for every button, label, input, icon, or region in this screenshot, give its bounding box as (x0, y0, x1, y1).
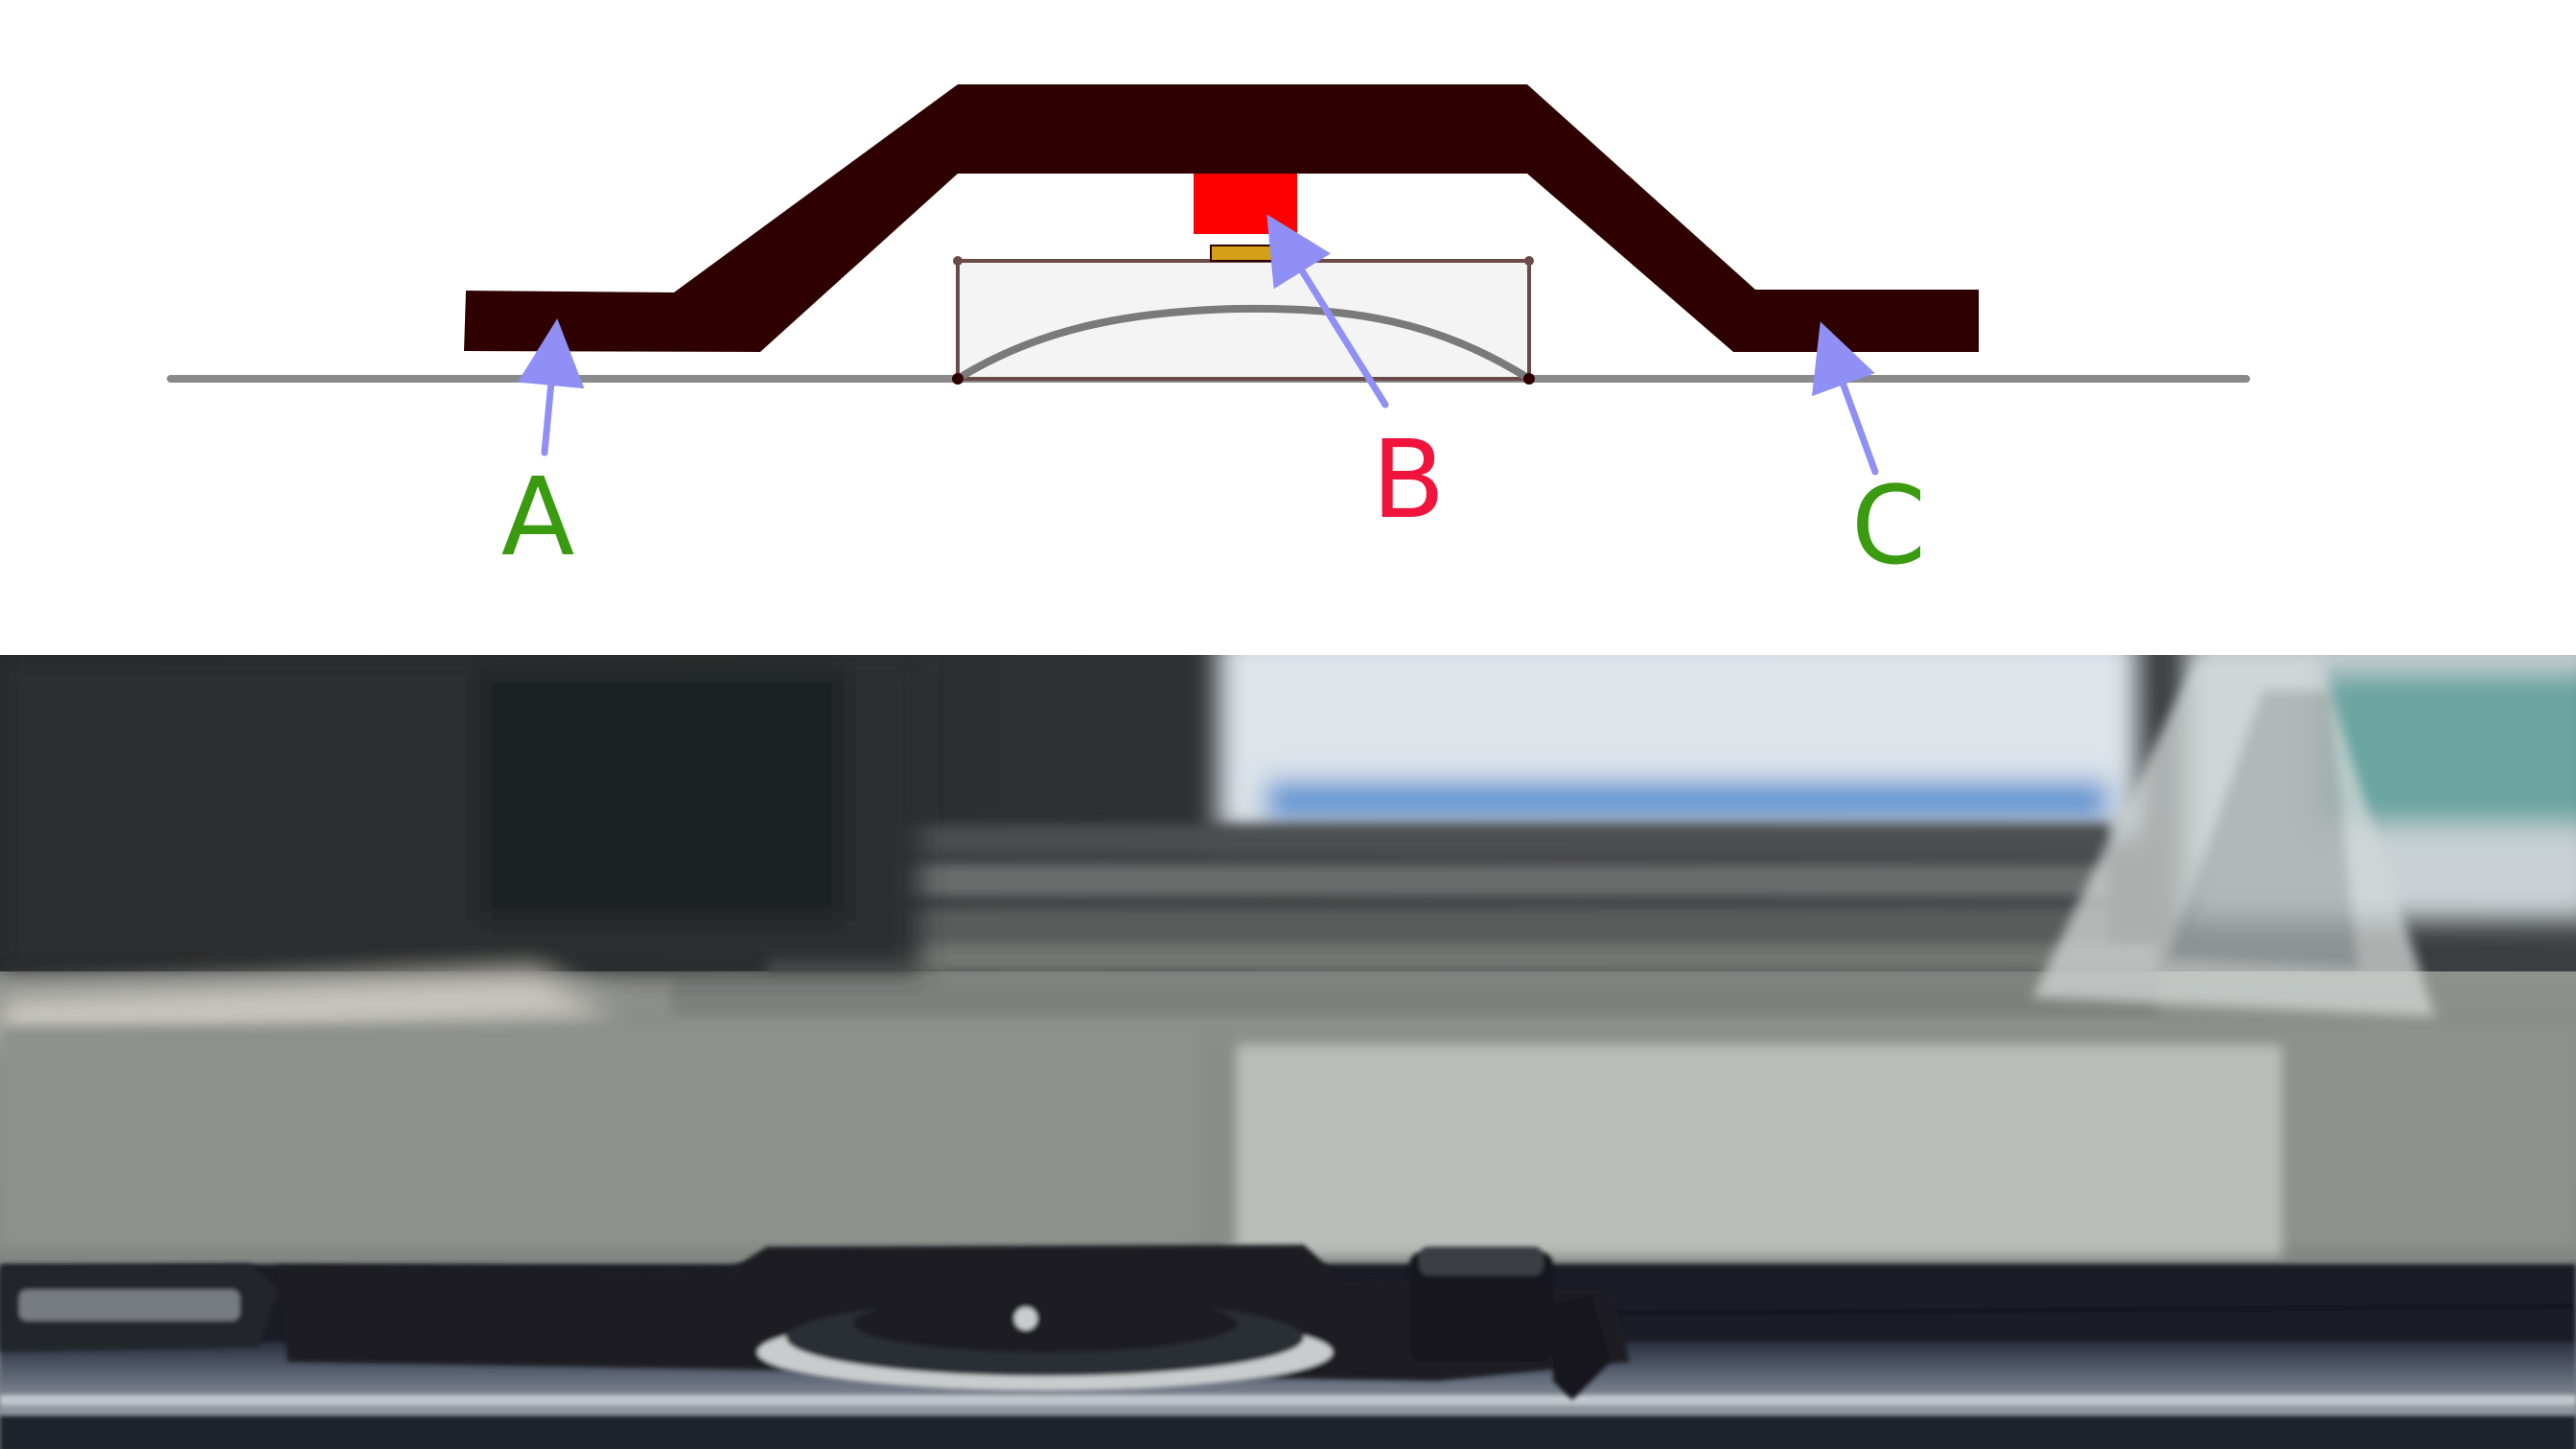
label-b: B (1372, 418, 1446, 543)
reflection-area (1227, 1045, 2282, 1256)
shelf-band (671, 978, 2157, 1017)
left-bracket-metal (19, 1290, 240, 1320)
dark-blotch (479, 671, 844, 921)
arrow-c (1839, 372, 1875, 472)
ring-centre (853, 1295, 1237, 1352)
component-housing (958, 261, 1529, 379)
side-view-photo (0, 633, 2576, 1449)
housing-corner-dot (953, 256, 963, 266)
bottom-shadow (0, 1414, 2576, 1449)
red-block (1194, 174, 1297, 234)
shelf-band (844, 906, 2109, 945)
cross-section-diagram: A B C (171, 84, 2246, 589)
housing-corner-dot (952, 373, 963, 385)
blue-strip (1265, 782, 2109, 820)
reflection-edge (1198, 1036, 1237, 1247)
arrow-a (545, 372, 552, 453)
ring-highlight (1014, 1307, 1037, 1330)
small-block-top (1419, 1247, 1543, 1275)
label-c: C (1851, 464, 1926, 589)
housing-corner-dot (1524, 256, 1534, 266)
shelf-band (844, 863, 2109, 898)
shelf-band (767, 945, 2157, 973)
shelf-band (863, 825, 2109, 855)
steel-highlight (0, 1395, 2576, 1405)
gold-pad (1211, 245, 1276, 261)
label-a: A (501, 456, 575, 580)
housing-corner-dot (1523, 373, 1535, 385)
